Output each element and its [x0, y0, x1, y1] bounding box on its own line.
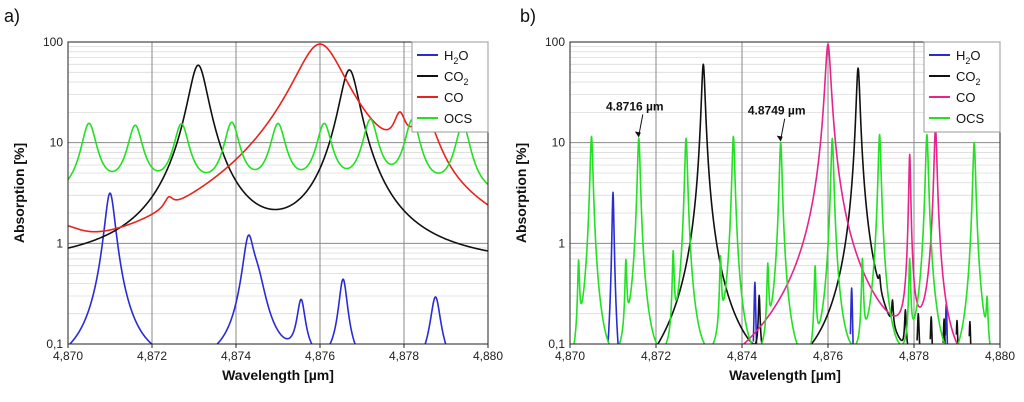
legend-label: CO2	[444, 69, 469, 87]
annotation-arrowhead	[634, 131, 641, 138]
y-tick-label: 10	[50, 136, 64, 150]
series-line-co2	[656, 63, 972, 344]
x-tick-label: 4,870	[555, 349, 585, 363]
panel-label-a: a)	[4, 6, 20, 26]
x-tick-label: 4,870	[53, 349, 83, 363]
legend-label: OCS	[444, 111, 473, 126]
y-tick-label: 0,1	[548, 337, 565, 351]
annotation-arrow	[638, 114, 644, 136]
x-axis-label: Wavelength [µm]	[222, 367, 334, 383]
x-tick-label: 4,878	[389, 349, 419, 363]
annotation-arrowhead	[776, 135, 783, 142]
series-line-co	[742, 43, 959, 344]
chart-panel-b: 4,870 4,872 4,874 4,876 4,878 4,880 0,1 1 10 100 W…	[513, 35, 1015, 383]
annotation-arrow	[780, 118, 786, 140]
peak-annotation: 4.8749 µm	[748, 104, 806, 118]
y-tick-label: 100	[43, 35, 63, 49]
legend-label: CO2	[956, 69, 981, 87]
x-tick-label: 4,876	[305, 349, 335, 363]
x-tick-label: 4,880	[473, 349, 503, 363]
legend-label: H2O	[956, 48, 981, 66]
x-tick-label: 4,874	[727, 349, 757, 363]
y-tick-label: 1	[56, 236, 63, 250]
y-tick-label: 10	[552, 136, 566, 150]
x-tick-label: 4,876	[813, 349, 843, 363]
y-tick-label: 1	[558, 236, 565, 250]
plot-frame	[67, 41, 489, 345]
x-tick-label: 4,880	[985, 349, 1015, 363]
legend-label: OCS	[956, 111, 985, 126]
x-tick-label: 4,872	[641, 349, 671, 363]
x-tick-label: 4,878	[899, 349, 929, 363]
x-tick-label: 4,872	[137, 349, 167, 363]
y-axis-label: Absorption [%]	[513, 143, 529, 243]
plot-frame	[569, 41, 1001, 345]
peak-annotation: 4.8716 µm	[606, 99, 664, 113]
series-group	[573, 43, 991, 344]
x-axis-label: Wavelength [µm]	[729, 367, 841, 383]
legend-label: CO	[444, 90, 464, 105]
chart-panel-a: 4,870 4,872 4,874 4,876 4,878 4,880 0,1 1 10 100 W…	[11, 35, 503, 383]
y-tick-label: 100	[545, 35, 565, 49]
series-line-h2o	[68, 192, 447, 344]
series-line-h2o	[607, 191, 949, 344]
y-tick-label: 0,1	[46, 337, 63, 351]
series-line-co2	[68, 64, 488, 252]
panel-label-b: b)	[520, 6, 536, 26]
y-axis-label: Absorption [%]	[11, 143, 27, 243]
legend-label: CO	[956, 90, 976, 105]
series-line-ocs	[573, 133, 991, 344]
legend-label: H2O	[444, 48, 469, 66]
series-line-ocs	[68, 118, 488, 186]
x-tick-label: 4,874	[221, 349, 251, 363]
